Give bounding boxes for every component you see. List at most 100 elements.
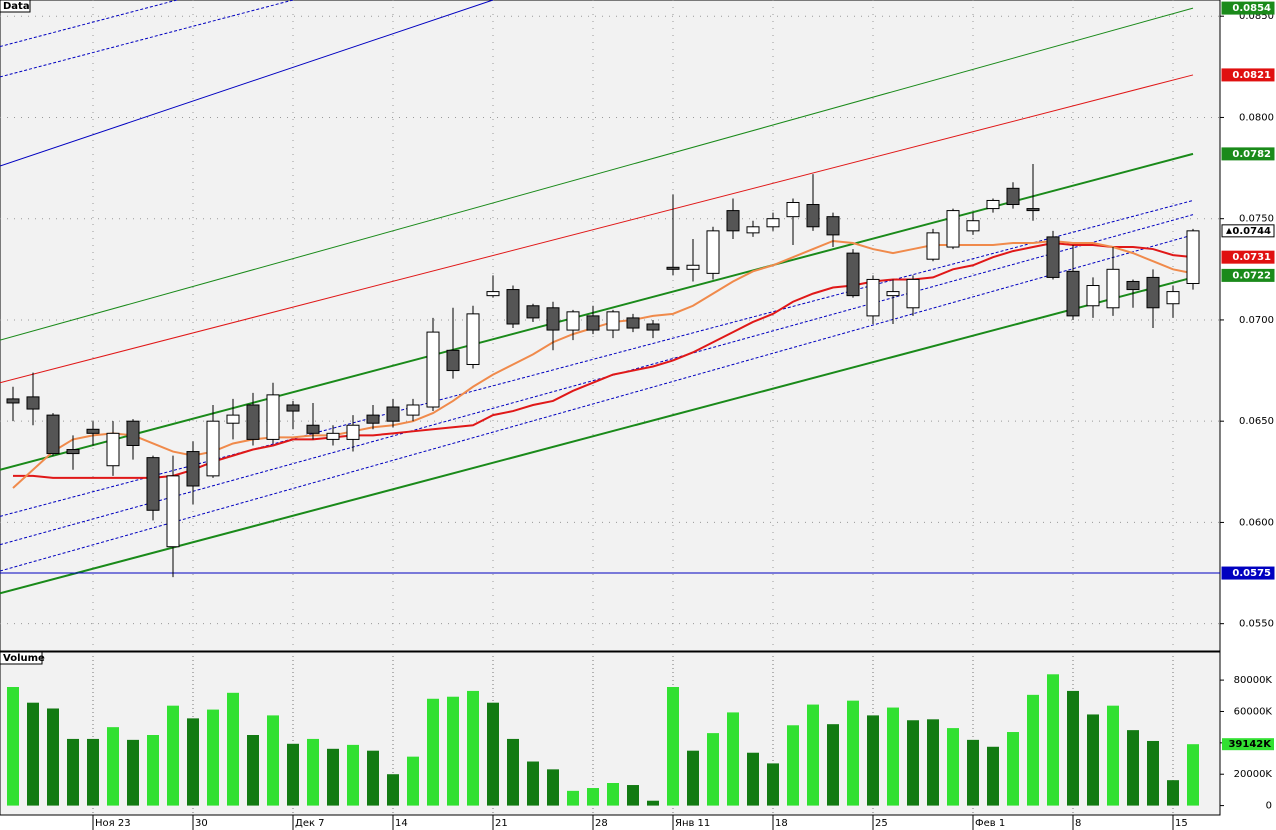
candle-body	[706, 230, 720, 274]
volume-bar	[887, 707, 899, 806]
volume-bar	[347, 744, 359, 806]
candle-body	[206, 420, 220, 477]
candle-body	[826, 216, 840, 236]
price-marker-label: 0.0821	[1232, 70, 1271, 81]
price-marker	[1221, 147, 1275, 161]
candle-body	[326, 432, 340, 440]
price-marker-label: 0.0722	[1232, 270, 1271, 281]
volume-bar	[167, 705, 179, 806]
candle-body	[806, 204, 820, 228]
volume-bar	[767, 763, 779, 806]
volume-bar	[687, 750, 699, 806]
volume-bar	[1127, 730, 1139, 806]
trend-line	[0, 7, 1194, 341]
x-tick-label: 30	[195, 818, 208, 829]
candle-body	[1146, 276, 1160, 309]
volume-bar	[1187, 744, 1199, 806]
candle-body	[766, 218, 780, 228]
volume-bar	[1047, 674, 1059, 806]
x-tick-label: Янв 11	[675, 818, 710, 829]
price-marker	[1221, 224, 1275, 238]
volume-bar	[647, 800, 659, 806]
price-marker-label: 0.0575	[1232, 568, 1271, 579]
volume-bar	[1067, 690, 1079, 806]
volume-bar	[107, 727, 119, 806]
candle-body	[726, 210, 740, 232]
y-tick-label: 0.0550	[1239, 619, 1274, 630]
trend-line	[0, 74, 1194, 384]
volume-tick-label: 20000K	[1234, 769, 1273, 780]
candle-body	[86, 428, 100, 434]
candle-body	[626, 317, 640, 329]
volume-bar	[547, 769, 559, 806]
volume-tick-label: 0	[1266, 801, 1272, 812]
volume-bar	[1007, 732, 1019, 806]
volume-bar	[1027, 694, 1039, 806]
x-tick-label: 14	[395, 818, 408, 829]
candle-body	[1026, 208, 1040, 212]
pane-title: Data	[3, 1, 30, 12]
candle-body	[66, 449, 80, 455]
candle-body	[126, 420, 140, 446]
candle-body	[1106, 268, 1120, 309]
candle-body	[986, 199, 1000, 210]
x-tick-label: Дек 7	[295, 818, 325, 829]
candle-body	[106, 432, 120, 467]
y-tick-label: 0.0850	[1239, 11, 1274, 22]
candle-body	[1186, 230, 1200, 284]
volume-bar	[147, 735, 159, 806]
candle-body	[426, 331, 440, 408]
candle-body	[346, 424, 360, 440]
price-marker-label: 0.0854	[1232, 3, 1271, 14]
volume-bar	[747, 752, 759, 806]
price-marker-label: 0.0782	[1232, 149, 1271, 160]
candle-body	[866, 278, 880, 317]
volume-bar	[807, 704, 819, 806]
price-marker	[1221, 566, 1275, 580]
trend-line	[0, 0, 294, 78]
trend-line	[0, 214, 1194, 546]
volume-bar	[527, 761, 539, 806]
x-tick-label: 28	[595, 818, 608, 829]
volume-bar	[867, 715, 879, 806]
volume-bar	[367, 750, 379, 806]
x-tick-label: 15	[1175, 818, 1188, 829]
price-marker	[1221, 268, 1275, 282]
candle-body	[1006, 187, 1020, 206]
volume-bar	[47, 708, 59, 806]
trend-line	[0, 234, 1194, 572]
candle-body	[666, 266, 680, 270]
volume-bar	[927, 719, 939, 806]
volume-bar	[707, 733, 719, 806]
volume-bar	[727, 712, 739, 806]
x-tick-label: Ноя 23	[95, 818, 131, 829]
candle-body	[246, 404, 260, 440]
volume-bar	[27, 702, 39, 806]
volume-marker-label: 39142K	[1228, 739, 1272, 750]
candle-body	[506, 289, 520, 325]
y-tick-label: 0.0800	[1239, 112, 1274, 123]
candle-body	[226, 414, 240, 424]
candle-body	[466, 313, 480, 365]
candle-body	[6, 398, 20, 404]
x-tick-label: 18	[775, 818, 788, 829]
volume-bar	[487, 702, 499, 806]
volume-bar	[447, 696, 459, 806]
candle-body	[406, 404, 420, 416]
volume-bar	[67, 738, 79, 806]
volume-bar	[207, 709, 219, 806]
price-marker	[1221, 250, 1275, 264]
volume-bar	[387, 774, 399, 806]
volume-bar	[627, 785, 639, 806]
price-marker-label: 0.0744	[1232, 226, 1271, 237]
candle-body	[486, 291, 500, 297]
pane-label-box	[0, 0, 31, 13]
volume-bar	[187, 718, 199, 806]
candle-body	[746, 226, 760, 234]
pane-label-box	[0, 651, 43, 665]
candle-body	[526, 305, 540, 319]
candle-body	[146, 457, 160, 511]
candle-body	[966, 220, 980, 232]
x-tick-label: 21	[495, 818, 508, 829]
price-marker	[1221, 1, 1275, 15]
